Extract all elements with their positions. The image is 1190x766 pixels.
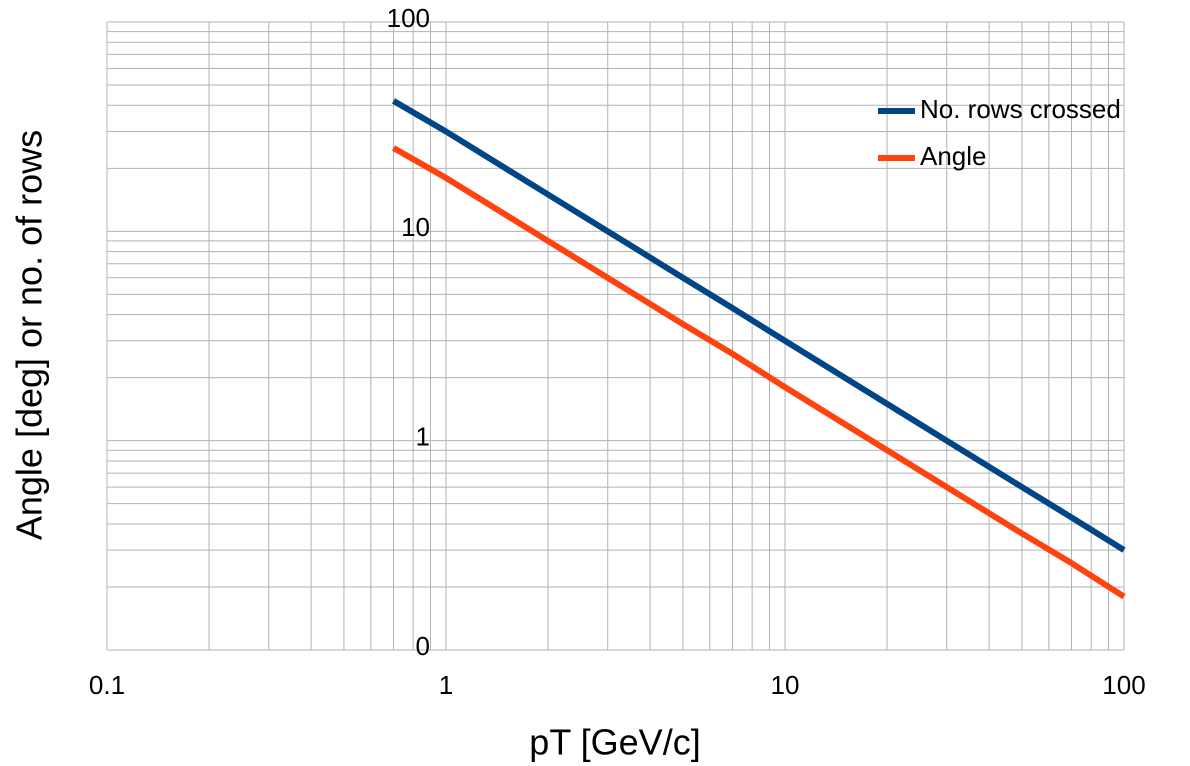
y-tick-label: 0 bbox=[416, 631, 430, 661]
data-line bbox=[392, 145, 1126, 600]
legend-label: Angle bbox=[920, 141, 987, 171]
legend-label: No. rows crossed bbox=[920, 94, 1121, 124]
x-tick-label: 10 bbox=[771, 670, 800, 700]
y-tick-label: 1 bbox=[416, 422, 430, 452]
x-axis-title: pT [GeV/c] bbox=[529, 722, 700, 763]
x-tick-label: 0.1 bbox=[89, 670, 125, 700]
x-tick-label: 100 bbox=[1102, 670, 1145, 700]
y-axis-title: Angle [deg] or no. of rows bbox=[9, 130, 50, 540]
data-line bbox=[391, 98, 1126, 553]
x-tick-label: 1 bbox=[439, 670, 453, 700]
y-tick-label: 100 bbox=[387, 3, 430, 33]
y-tick-label: 10 bbox=[401, 212, 430, 242]
